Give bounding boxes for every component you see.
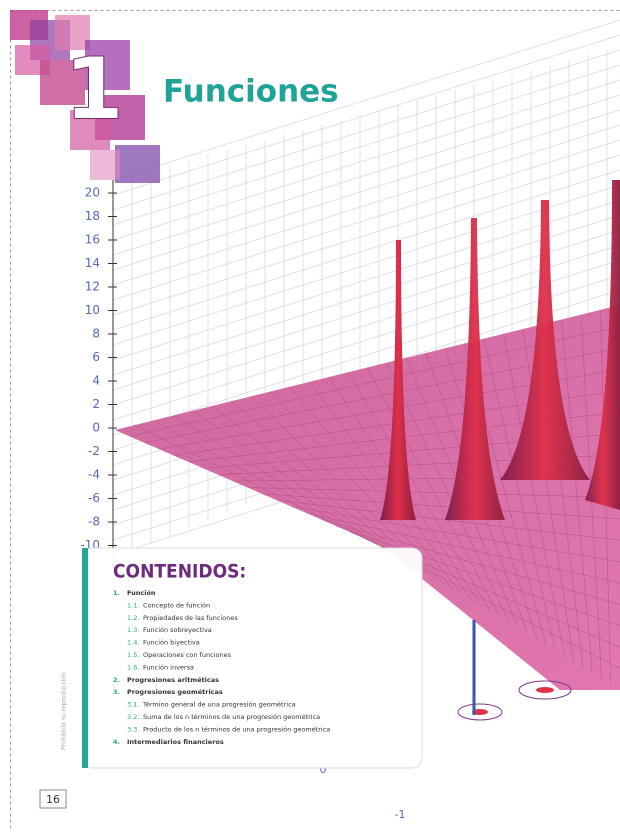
z-label: 6 — [92, 350, 100, 364]
z-label: 12 — [85, 280, 100, 294]
chapter-number: 1 — [64, 39, 124, 139]
x-label: -1 — [395, 808, 406, 821]
contents-title: CONTENIDOS: — [113, 561, 246, 583]
chapter-title: Funciones — [163, 74, 339, 110]
item-text: Suma de los n términos de una progresión… — [143, 713, 320, 721]
item-number: 1.3. — [127, 626, 139, 634]
item-text: Función — [127, 589, 156, 597]
z-label: 2 — [92, 397, 100, 411]
z-label: 16 — [85, 233, 100, 247]
item-number: 1.1. — [127, 601, 139, 609]
side-note: Prohibida su reproducción — [61, 672, 68, 750]
item-text: Función sobreyectiva — [143, 626, 212, 634]
item-text: Término general de una progresión geomét… — [142, 701, 296, 709]
item-number: 1.4. — [127, 639, 139, 647]
item-number: 1.5. — [127, 651, 139, 659]
item-text: Progresiones aritméticas — [127, 676, 219, 684]
item-number: 3.3. — [127, 725, 139, 733]
item-text: Producto de los n términos de una progre… — [143, 725, 330, 733]
item-text: Función inversa — [143, 663, 194, 671]
item-text: Progresiones geométricas — [127, 688, 223, 696]
item-text: Propiedades de las funciones — [143, 614, 238, 622]
item-text: Concepto de función — [143, 601, 210, 609]
x-axis-labels: 0-1 — [320, 763, 406, 821]
z-label: -6 — [88, 491, 100, 505]
page-number: 16 — [46, 793, 60, 806]
item-number: 3.1. — [127, 701, 139, 709]
z-label: -2 — [88, 444, 100, 458]
item-number: 1.6. — [127, 663, 139, 671]
z-label: -4 — [88, 468, 100, 482]
item-number: 3. — [113, 688, 120, 696]
item-text: Operaciones con funciones — [143, 651, 232, 659]
item-text: Intermediarios financieros — [127, 738, 224, 746]
z-label: 4 — [92, 374, 100, 388]
z-label: 20 — [85, 186, 100, 200]
item-number: 1.2. — [127, 614, 139, 622]
z-label: 14 — [85, 256, 100, 270]
z-label: 8 — [92, 327, 100, 341]
z-label: -8 — [88, 515, 100, 529]
item-number: 4. — [113, 738, 120, 746]
item-number: 1. — [113, 589, 120, 597]
item-number: 3.2. — [127, 713, 139, 721]
z-label: 18 — [85, 209, 100, 223]
item-text: Función biyectiva — [143, 639, 200, 647]
z-label: 10 — [85, 303, 100, 317]
z-label: 0 — [92, 421, 100, 435]
item-number: 2. — [113, 676, 120, 684]
